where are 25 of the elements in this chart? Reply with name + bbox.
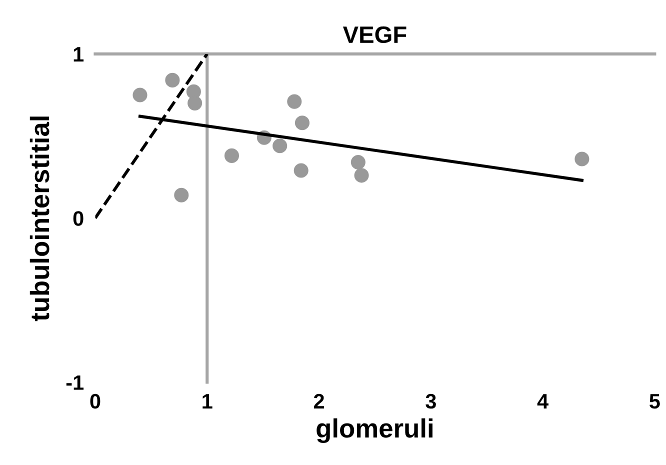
x-tick-label: 1 <box>202 394 212 408</box>
point <box>574 152 590 166</box>
y-tick-label: 0 <box>73 211 84 226</box>
point <box>354 168 369 183</box>
point <box>188 96 202 110</box>
y-axis-title: tubulointerstitial <box>30 116 50 322</box>
x-tick-label: 2 <box>314 394 324 408</box>
y-tick-label: -1 <box>66 375 84 390</box>
point <box>272 138 288 154</box>
point <box>186 84 201 99</box>
point <box>224 148 240 163</box>
x-tick-label: 0 <box>90 394 100 409</box>
x-tick-label: 4 <box>537 394 548 408</box>
point <box>294 116 310 130</box>
point <box>174 188 189 202</box>
chart-title: VEGF <box>342 26 406 44</box>
point <box>287 94 302 109</box>
point <box>350 154 366 170</box>
x-tick-label: 5 <box>650 394 660 409</box>
point <box>294 163 308 178</box>
point <box>132 88 148 102</box>
x-tick-label: 3 <box>426 394 436 409</box>
y-tick-label: 1 <box>74 47 84 62</box>
x-axis-title: glomeruli <box>316 418 432 444</box>
point <box>165 72 180 88</box>
